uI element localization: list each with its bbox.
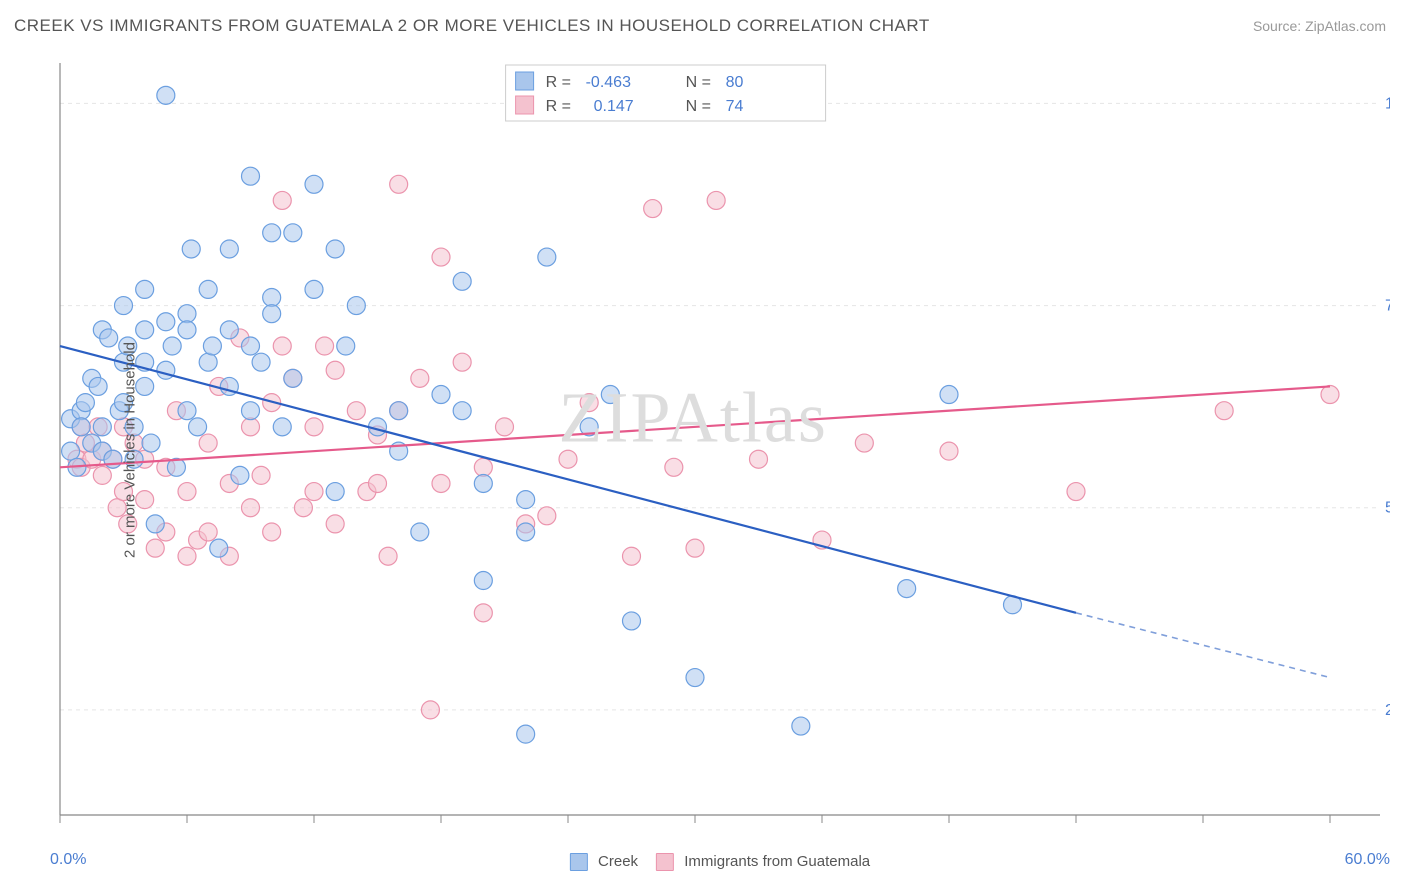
svg-text:N =: N = — [686, 74, 711, 91]
x-max-label: 60.0% — [1345, 851, 1390, 869]
legend-label-creek: Creek — [598, 853, 638, 870]
scatter-chart: 25.0% 50.0% 75.0% 100.0% R = -0.463 N = 80 R = 0.… — [50, 55, 1390, 845]
svg-text:0.147: 0.147 — [594, 98, 634, 115]
svg-text:N =: N = — [686, 98, 711, 115]
svg-text:25.0%: 25.0% — [1385, 702, 1390, 719]
svg-text:75.0%: 75.0% — [1385, 298, 1390, 315]
y-axis-label: 2 or more Vehicles in Household — [121, 342, 138, 558]
svg-text:100.0%: 100.0% — [1385, 95, 1390, 112]
chart-title: CREEK VS IMMIGRANTS FROM GUATEMALA 2 OR … — [14, 16, 930, 36]
svg-text:R =: R = — [546, 74, 571, 91]
guatemala-swatch — [656, 853, 674, 871]
chart-container: 2 or more Vehicles in Household 25.0% 50.… — [50, 55, 1390, 845]
x-min-label: 0.0% — [50, 851, 86, 869]
bottom-legend: Creek Immigrants from Guatemala — [570, 853, 870, 871]
legend-item-creek: Creek — [570, 853, 638, 871]
legend-item-guatemala: Immigrants from Guatemala — [656, 853, 870, 871]
legend-label-guatemala: Immigrants from Guatemala — [684, 853, 870, 870]
creek-swatch — [570, 853, 588, 871]
svg-text:50.0%: 50.0% — [1385, 500, 1390, 517]
svg-text:-0.463: -0.463 — [586, 74, 631, 91]
svg-text:R =: R = — [546, 98, 571, 115]
svg-text:80: 80 — [726, 74, 744, 91]
svg-text:74: 74 — [726, 98, 744, 115]
source-attribution: Source: ZipAtlas.com — [1253, 18, 1386, 34]
